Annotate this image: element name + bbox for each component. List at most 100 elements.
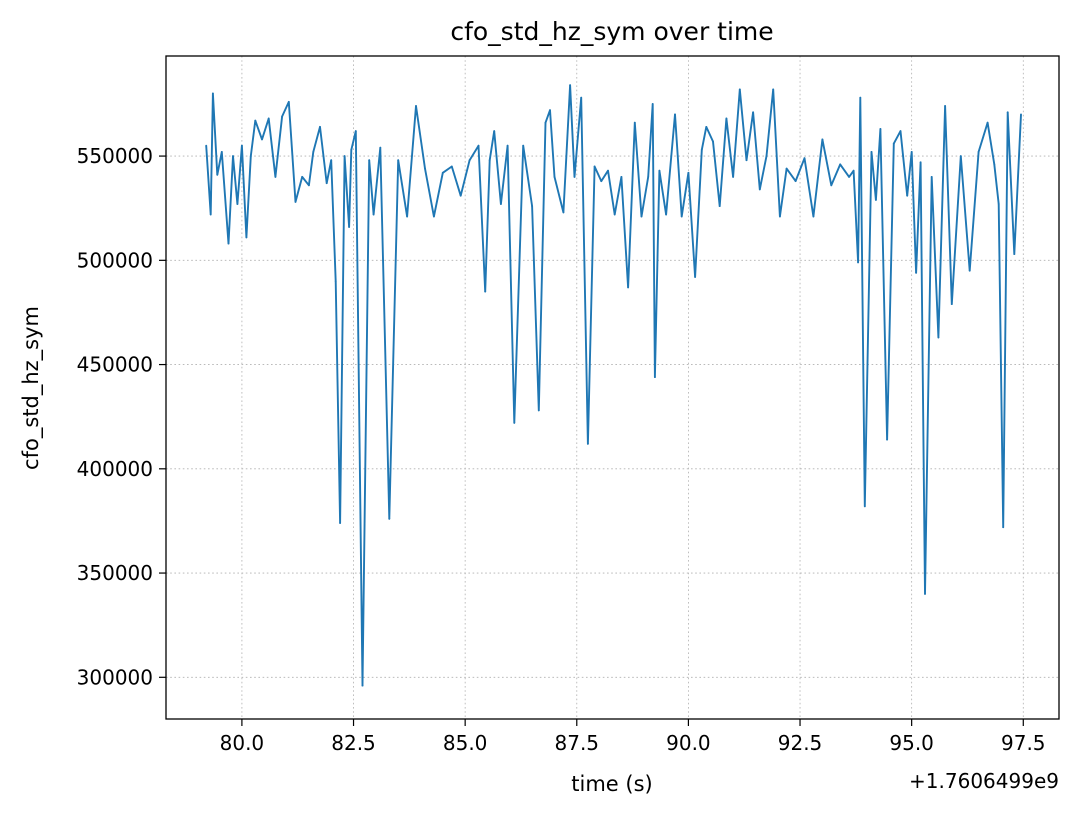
data-point xyxy=(1013,253,1016,256)
data-point xyxy=(459,194,462,197)
x-tick-label: 95.0 xyxy=(889,731,934,755)
data-point xyxy=(950,303,953,305)
data-point xyxy=(680,215,683,218)
data-point xyxy=(477,144,480,147)
data-point xyxy=(705,126,708,128)
data-point xyxy=(261,138,263,141)
data-point xyxy=(647,176,650,178)
data-point xyxy=(368,159,371,162)
data-point xyxy=(205,144,208,147)
data-point xyxy=(372,213,375,216)
data-point xyxy=(794,180,797,183)
data-point xyxy=(587,442,589,445)
data-point xyxy=(712,140,714,143)
data-point xyxy=(919,161,922,164)
y-tick-label: 400000 xyxy=(77,457,153,481)
data-point xyxy=(700,148,703,151)
data-point xyxy=(488,159,491,162)
y-tick-label: 300000 xyxy=(77,665,153,689)
data-point xyxy=(718,205,721,208)
data-point xyxy=(441,171,444,174)
data-point xyxy=(937,336,940,339)
data-point xyxy=(562,211,565,214)
data-point xyxy=(732,176,734,178)
data-point xyxy=(254,119,257,122)
data-point xyxy=(959,155,962,158)
data-point xyxy=(406,215,408,218)
data-point xyxy=(725,117,728,120)
data-point xyxy=(924,593,926,595)
data-point xyxy=(232,155,234,158)
data-point xyxy=(339,522,341,524)
data-point xyxy=(267,117,270,120)
grid xyxy=(166,56,1059,719)
axis-ticks: 80.0 82.5 85.0 87.5 90.0 92.5 95.0 97.5 300000 35… xyxy=(77,144,1046,755)
data-point xyxy=(910,151,913,153)
data-point xyxy=(531,205,533,208)
data-point xyxy=(312,151,315,153)
data-point xyxy=(803,157,806,160)
data-point xyxy=(986,121,989,124)
data-point xyxy=(522,144,525,147)
x-axis-label: time (s) xyxy=(571,772,652,796)
data-point xyxy=(906,194,909,197)
data-point xyxy=(330,159,333,162)
data-point xyxy=(287,101,290,103)
data-point xyxy=(765,155,768,158)
data-point xyxy=(549,109,551,112)
data-point xyxy=(397,159,400,162)
data-point xyxy=(944,105,946,107)
data-point xyxy=(301,176,304,178)
data-point xyxy=(779,215,781,218)
data-point xyxy=(839,163,842,166)
data-point xyxy=(694,276,696,278)
x-tick-label: 85.0 xyxy=(443,731,488,755)
data-point xyxy=(863,505,866,508)
data-point xyxy=(859,96,862,99)
data-point xyxy=(875,199,877,201)
data-point xyxy=(220,151,223,153)
data-point xyxy=(1002,526,1005,529)
data-point xyxy=(245,236,248,239)
x-tick-label: 80.0 xyxy=(220,731,265,755)
data-point xyxy=(886,438,888,441)
data-point xyxy=(857,261,859,264)
data-point xyxy=(379,146,382,149)
x-tick-label: 82.5 xyxy=(331,731,376,755)
data-point xyxy=(227,242,230,245)
data-point xyxy=(361,684,364,687)
data-point xyxy=(607,169,609,172)
chart-title: cfo_std_hz_sym over time xyxy=(450,17,773,46)
data-point xyxy=(415,105,417,107)
data-point xyxy=(785,167,788,170)
plot-area xyxy=(205,84,1022,687)
data-point xyxy=(506,144,509,147)
data-point xyxy=(249,155,252,158)
data-point xyxy=(388,517,391,520)
data-point xyxy=(294,201,297,203)
data-point xyxy=(573,176,576,178)
data-point xyxy=(654,376,656,378)
data-point xyxy=(852,169,855,172)
data-point xyxy=(892,142,895,145)
data-point xyxy=(977,151,980,153)
data-point xyxy=(484,290,487,293)
data-point xyxy=(915,271,917,274)
x-tick-label: 97.5 xyxy=(1001,731,1046,755)
data-point xyxy=(658,169,661,172)
data-point xyxy=(899,130,902,133)
data-point xyxy=(354,130,357,133)
data-point xyxy=(772,88,775,91)
data-point xyxy=(665,213,667,216)
data-point xyxy=(674,113,676,116)
data-point xyxy=(1006,111,1009,114)
data-point xyxy=(236,203,239,205)
data-point xyxy=(308,184,310,187)
data-point xyxy=(580,96,583,99)
data-point xyxy=(343,155,346,158)
data-point xyxy=(350,148,353,151)
data-point xyxy=(569,84,571,87)
data-point xyxy=(537,409,540,412)
y-axis-label: cfo_std_hz_sym xyxy=(19,306,44,470)
